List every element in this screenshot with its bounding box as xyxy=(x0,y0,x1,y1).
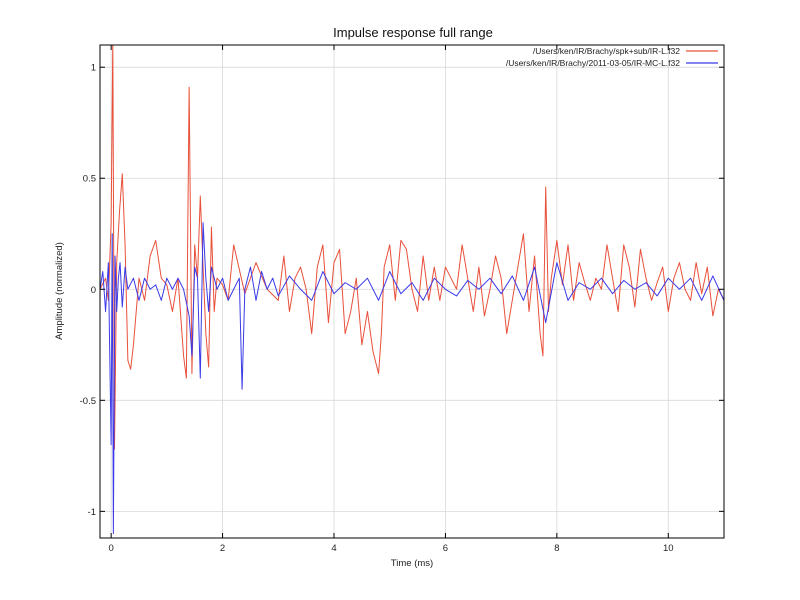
x-tick-label: 6 xyxy=(443,543,448,554)
y-tick-labels: 1 0.5 0 -0.5 -1 xyxy=(80,63,724,518)
plot-frame xyxy=(99,44,725,539)
x-tick-label: 0 xyxy=(108,543,113,554)
y-axis-label: Amplitude (normalized) xyxy=(54,242,65,340)
legend-label-1: /Users/ken/IR/Brachy/spk+sub/IR-L.f32 xyxy=(533,46,680,56)
x-tick-label: 2 xyxy=(220,543,225,554)
chart-title: Impulse response full range xyxy=(333,25,493,40)
series-layer xyxy=(100,45,724,535)
y-tick-label: -1 xyxy=(88,507,96,518)
x-tick-label: 10 xyxy=(663,543,674,554)
x-tick-label: 8 xyxy=(554,543,559,554)
y-tick-label: -0.5 xyxy=(80,396,96,407)
series-line-2 xyxy=(100,222,724,535)
series-line-1 xyxy=(100,45,724,450)
y-tick-label: 1 xyxy=(91,63,96,74)
x-tick-label: 4 xyxy=(331,543,336,554)
legend-label-2: /Users/ken/IR/Brachy/2011-03-05/IR-MC-L.… xyxy=(506,58,680,68)
x-axis-label: Time (ms) xyxy=(391,558,433,569)
legend: /Users/ken/IR/Brachy/spk+sub/IR-L.f32/Us… xyxy=(506,46,718,68)
x-tick-labels: 0 2 4 6 8 10 xyxy=(108,45,674,554)
y-tick-label: 0.5 xyxy=(83,174,96,185)
y-tick-label: 0 xyxy=(91,285,96,296)
